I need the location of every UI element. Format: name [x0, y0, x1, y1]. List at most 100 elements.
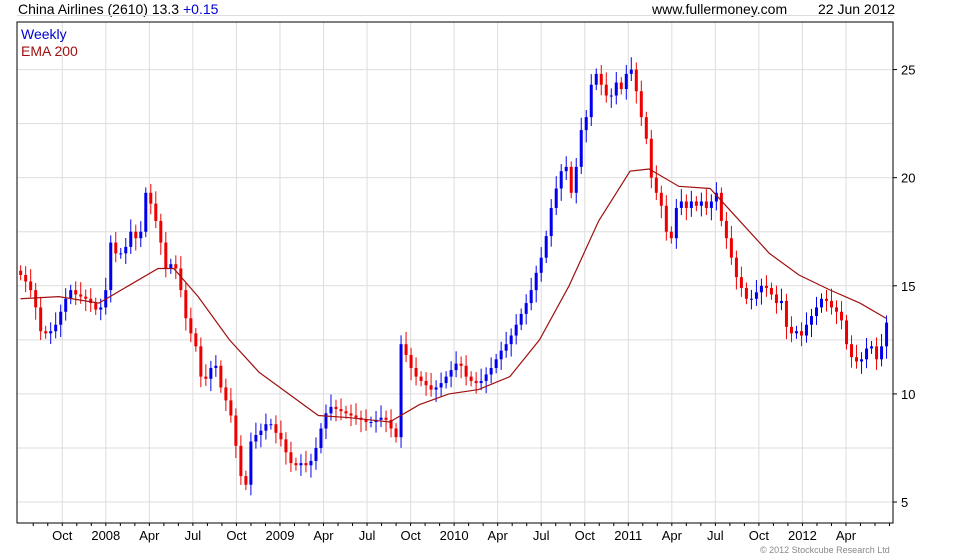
- candle-body: [414, 367, 418, 377]
- candle-body: [845, 320, 849, 345]
- candle-body: [479, 380, 483, 384]
- candle-body: [429, 385, 433, 390]
- candle-body: [809, 316, 813, 325]
- candle-body: [474, 380, 478, 384]
- candle-body: [29, 281, 33, 291]
- plot-border: [16, 21, 894, 524]
- y-tick-label: 5: [901, 495, 908, 510]
- candle-body: [454, 363, 458, 371]
- candle-body: [749, 298, 753, 300]
- candle-body: [835, 307, 839, 312]
- candle-body: [294, 463, 298, 466]
- candle-body: [824, 298, 828, 301]
- candle-body: [644, 117, 648, 139]
- candle-body: [234, 415, 238, 446]
- candle-body: [264, 424, 268, 431]
- legend-weekly: Weekly: [21, 26, 67, 42]
- x-tick-label: Oct: [400, 528, 421, 543]
- candle-body: [619, 82, 623, 90]
- candle-body: [499, 350, 503, 360]
- x-tick-label: Jul: [533, 528, 550, 543]
- candle-body: [549, 207, 553, 237]
- candle-body: [649, 138, 653, 178]
- candle-body: [209, 367, 213, 379]
- candle-body: [139, 231, 143, 239]
- candle-body: [44, 331, 48, 334]
- candle-body: [239, 445, 243, 477]
- candle-body: [589, 84, 593, 118]
- candle-body: [39, 307, 43, 332]
- candle-body: [724, 220, 728, 239]
- candle-body: [89, 298, 93, 304]
- candle-body: [449, 370, 453, 377]
- x-tick-label: Apr: [662, 528, 683, 543]
- legend-ema: EMA 200: [21, 43, 78, 59]
- x-tick-label: 2008: [91, 528, 120, 543]
- candle-body: [754, 292, 758, 299]
- candle-body: [609, 95, 613, 97]
- candle-body: [779, 300, 783, 304]
- candle-body: [174, 264, 178, 269]
- candle-body: [659, 192, 663, 206]
- candle-body: [99, 307, 103, 310]
- candle-body: [439, 383, 443, 388]
- candle-body: [284, 439, 288, 453]
- candle-body: [54, 324, 58, 332]
- candle-body: [469, 376, 473, 381]
- candle-body: [199, 346, 203, 377]
- x-tick-label: 2011: [614, 528, 642, 543]
- price-change: +0.15: [183, 1, 219, 17]
- candle-body: [804, 324, 808, 336]
- candle-body: [729, 238, 733, 258]
- candle-body: [574, 166, 578, 193]
- y-tick-label: 25: [901, 63, 915, 78]
- y-tick-label: 10: [901, 387, 915, 402]
- candle-body: [855, 357, 859, 362]
- candle-body: [64, 298, 68, 312]
- x-tick-label: Oct: [575, 528, 596, 543]
- candle-body: [179, 268, 183, 291]
- candle-body: [224, 387, 228, 401]
- candle-body: [799, 331, 803, 336]
- candle-body: [394, 428, 398, 438]
- candle-body: [539, 257, 543, 273]
- candle-body: [774, 294, 778, 304]
- candle-body: [299, 463, 303, 466]
- candle-body: [344, 411, 348, 414]
- candle-body: [119, 253, 123, 255]
- candle-body: [74, 290, 78, 295]
- candle-body: [34, 290, 38, 308]
- candle-body: [734, 257, 738, 278]
- candle-body: [794, 331, 798, 334]
- candle-body: [880, 346, 884, 360]
- candle-body: [524, 303, 528, 314]
- x-tick-label: Jul: [185, 528, 202, 543]
- chart-title: China Airlines (2610) 13.3 +0.15: [18, 1, 218, 17]
- candle-body: [304, 463, 308, 466]
- x-tick-label: Oct: [226, 528, 247, 543]
- candle-body: [689, 201, 693, 208]
- candle-body: [694, 201, 698, 206]
- stock-name: China Airlines (2610) 13.3: [18, 1, 180, 17]
- candle-body: [579, 130, 583, 167]
- candle-body: [189, 318, 193, 334]
- candle-body: [489, 367, 493, 375]
- candle-body: [634, 69, 638, 92]
- candle-body: [534, 272, 538, 291]
- candle-body: [419, 376, 423, 381]
- candle-body: [664, 205, 668, 232]
- candle-body: [504, 344, 508, 351]
- candle-body: [544, 236, 548, 258]
- candle-body: [79, 294, 83, 297]
- candle-body: [24, 274, 28, 282]
- candle-body: [814, 307, 818, 317]
- candle-body: [229, 400, 233, 416]
- candle-body: [404, 344, 408, 355]
- candle-body: [369, 422, 373, 424]
- x-tick-label: Oct: [749, 528, 770, 543]
- candle-body: [194, 333, 198, 347]
- candle-body: [529, 290, 533, 304]
- candle-body: [674, 207, 678, 239]
- candle-body: [459, 363, 463, 366]
- candle-body: [149, 192, 153, 204]
